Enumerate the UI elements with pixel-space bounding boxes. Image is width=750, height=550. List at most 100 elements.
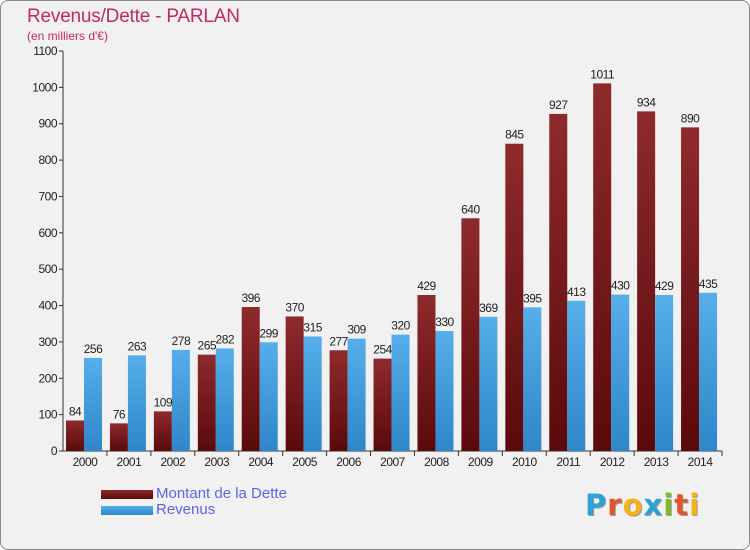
value-label-revenus: 320 — [391, 319, 410, 333]
x-tick-label: 2013 — [644, 455, 670, 469]
logo-letter: t — [674, 488, 690, 522]
bar-revenus — [655, 295, 674, 451]
value-label-revenus: 256 — [84, 342, 103, 356]
value-label-revenus: 330 — [435, 315, 454, 329]
value-label-dette: 265 — [198, 339, 217, 353]
value-label-dette: 845 — [505, 128, 524, 142]
bar-dette — [637, 111, 656, 451]
value-label-dette: 1011 — [590, 67, 615, 81]
y-tick-label: 900 — [38, 117, 57, 131]
bar-dette — [593, 83, 612, 451]
value-label-dette: 370 — [285, 300, 304, 314]
y-tick-label: 300 — [38, 335, 57, 349]
value-label-revenus: 299 — [259, 326, 278, 340]
x-tick-label: 2010 — [512, 455, 538, 469]
legend-swatch-dette — [101, 490, 153, 499]
y-tick-label: 600 — [38, 226, 57, 240]
x-tick-label: 2007 — [380, 455, 406, 469]
bar-revenus — [435, 331, 454, 451]
value-label-revenus: 369 — [479, 301, 498, 315]
bar-revenus — [699, 292, 718, 451]
bar-revenus — [84, 357, 102, 451]
logo-letter: i — [663, 488, 675, 522]
bar-dette — [417, 295, 436, 451]
bar-dette — [373, 358, 392, 451]
bar-dette — [109, 423, 128, 451]
bar-dette — [66, 420, 84, 451]
value-label-revenus: 315 — [303, 320, 322, 334]
x-tick-label: 2011 — [556, 455, 581, 469]
value-label-revenus: 278 — [172, 334, 191, 348]
x-tick-label: 2008 — [424, 455, 450, 469]
y-tick-label: 700 — [38, 189, 57, 203]
logo-letter: x — [643, 488, 664, 522]
legend-swatch-revenus — [101, 506, 153, 515]
value-label-dette: 76 — [113, 407, 126, 421]
bar-revenus — [215, 348, 234, 451]
bar-dette — [285, 316, 304, 451]
value-label-dette: 277 — [329, 334, 348, 348]
logo-letter: P — [585, 488, 608, 522]
chart-subtitle: (en milliers d'€) — [27, 29, 108, 43]
bar-revenus — [391, 334, 410, 451]
value-label-dette: 927 — [549, 98, 568, 112]
bar-revenus — [567, 300, 586, 451]
value-label-revenus: 309 — [347, 323, 366, 337]
bar-revenus — [303, 336, 322, 451]
bar-dette — [197, 354, 216, 451]
x-tick-label: 2004 — [248, 455, 274, 469]
value-label-dette: 934 — [637, 95, 656, 109]
bar-dette — [505, 143, 524, 451]
legend-label-revenus: Revenus — [156, 501, 216, 518]
bar-revenus — [259, 342, 278, 451]
bar-revenus — [127, 355, 146, 451]
value-label-revenus: 263 — [128, 339, 147, 353]
value-label-revenus: 435 — [699, 277, 718, 291]
value-label-revenus: 430 — [611, 279, 630, 293]
y-tick-label: 100 — [38, 408, 57, 422]
value-label-dette: 640 — [461, 202, 480, 216]
value-label-dette: 254 — [373, 343, 392, 357]
value-label-dette: 84 — [69, 404, 82, 418]
bar-revenus — [523, 307, 542, 451]
bar-dette — [241, 307, 260, 451]
y-tick-label: 500 — [38, 262, 57, 276]
x-tick-label: 2005 — [292, 455, 318, 469]
y-tick-label: 1100 — [33, 44, 58, 58]
bar-dette — [329, 350, 348, 451]
logo-letter: r — [607, 488, 623, 522]
y-tick-label: 200 — [38, 371, 57, 385]
value-label-revenus: 429 — [655, 279, 674, 293]
bar-revenus — [479, 316, 498, 451]
logo-letter: i — [689, 488, 701, 522]
y-tick-label: 1000 — [32, 80, 58, 94]
x-tick-label: 2009 — [468, 455, 494, 469]
logo-letter: o — [622, 488, 644, 522]
x-tick-label: 2002 — [160, 455, 186, 469]
x-tick-label: 2003 — [204, 455, 230, 469]
bar-revenus — [611, 294, 630, 451]
bar-revenus — [347, 338, 366, 451]
y-tick-label: 400 — [38, 299, 57, 313]
x-tick-label: 2012 — [600, 455, 626, 469]
x-tick-label: 2001 — [117, 455, 143, 469]
bar-dette — [549, 113, 568, 451]
chart-title: Revenus/Dette - PARLAN — [27, 6, 240, 27]
x-tick-label: 2014 — [688, 455, 714, 469]
value-label-dette: 109 — [154, 395, 173, 409]
bar-dette — [461, 218, 480, 451]
value-label-dette: 890 — [681, 111, 700, 125]
legend-label-dette: Montant de la Dette — [156, 485, 287, 502]
value-label-dette: 396 — [241, 291, 260, 305]
bar-dette — [681, 127, 700, 451]
bar-dette — [153, 411, 172, 451]
value-label-dette: 429 — [417, 279, 436, 293]
proxiti-logo: Proxiti — [585, 488, 700, 522]
x-tick-label: 2000 — [73, 455, 99, 469]
bar-revenus — [171, 349, 190, 451]
value-label-revenus: 413 — [567, 285, 586, 299]
y-tick-label: 0 — [51, 444, 58, 458]
y-tick-label: 800 — [38, 153, 57, 167]
